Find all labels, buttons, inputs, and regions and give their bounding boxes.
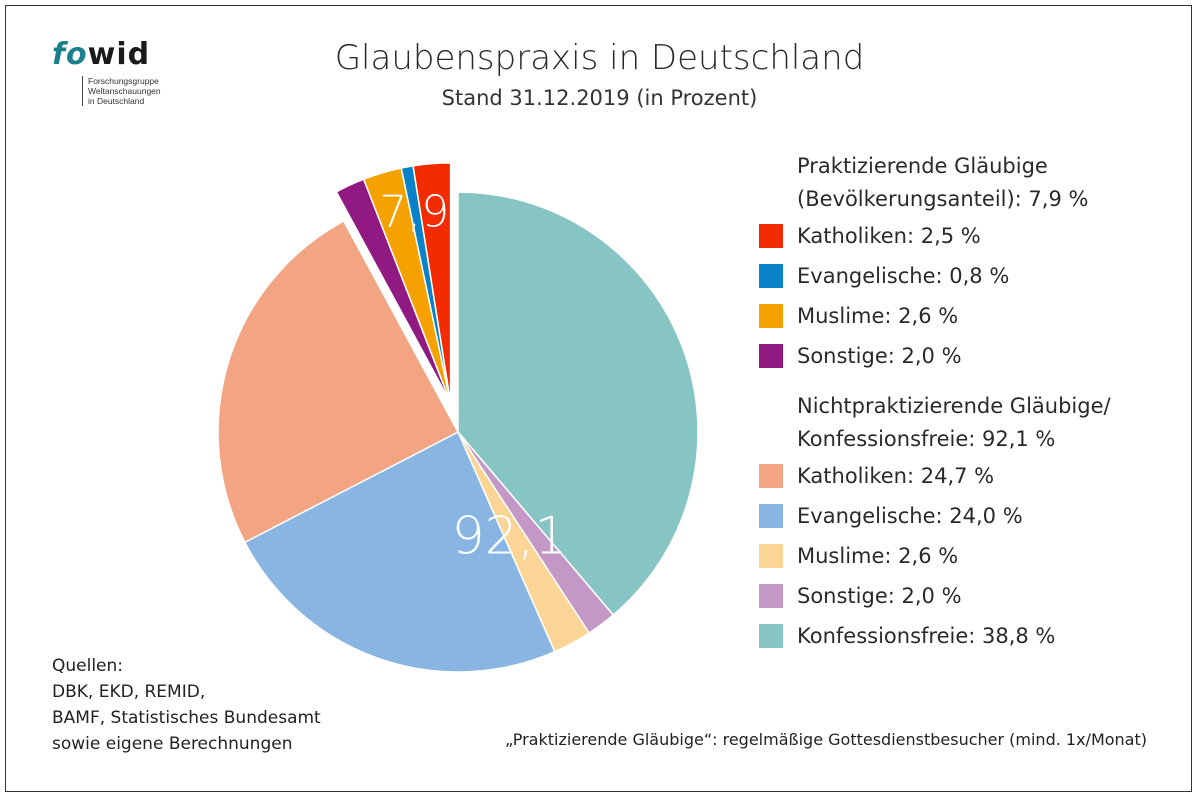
legend-group-title: Nichtpraktizierende Gläubige/ [797, 394, 1111, 418]
legend-label: Muslime: 2,6 % [797, 304, 959, 328]
sources-line: DBK, EKD, REMID, [52, 682, 206, 702]
legend-group-title: Konfessionsfreie: 92,1 % [797, 427, 1056, 451]
legend-swatch [759, 504, 783, 528]
legend-item: Evangelische: 24,0 % [759, 496, 1111, 536]
logo-divider [82, 76, 83, 106]
logo-wordmark: fowid [52, 40, 150, 70]
footnote: „Praktizierende Gläubige“: regelmäßige G… [505, 730, 1147, 749]
pie-group-label-nichtpraktizierend: 92,1 [452, 507, 568, 567]
legend-swatch [759, 344, 783, 368]
chart-frame [5, 5, 1192, 792]
legend: Praktizierende Gläubige (Bevölkerungsante… [759, 150, 1111, 656]
legend-item: Evangelische: 0,8 % [759, 256, 1111, 296]
pie-group-label-praktizierend: 7,9 [379, 187, 449, 238]
legend-swatch [759, 544, 783, 568]
logo-fo: fo [52, 37, 88, 72]
logo-wid: wid [87, 37, 151, 72]
pie-slice-praktizierend-katholiken [412, 162, 452, 404]
logo-subtitle-line: in Deutschland [88, 96, 145, 106]
logo-subtitle: Forschungsgruppe Weltanschauungen in Deu… [88, 76, 161, 106]
legend-item: Sonstige: 2,0 % [759, 336, 1111, 376]
legend-item: Sonstige: 2,0 % [759, 576, 1111, 616]
legend-swatch [759, 464, 783, 488]
sources-line: BAMF, Statistisches Bundesamt [52, 708, 321, 728]
sources-line: Quellen: [52, 656, 124, 676]
legend-item: Katholiken: 2,5 % [759, 216, 1111, 256]
legend-gap [797, 376, 1111, 390]
legend-label: Evangelische: 24,0 % [797, 504, 1023, 528]
legend-label: Katholiken: 24,7 % [797, 464, 995, 488]
legend-group-title: (Bevölkerungsanteil): 7,9 % [797, 187, 1089, 211]
legend-swatch [759, 264, 783, 288]
legend-label: Sonstige: 2,0 % [797, 344, 962, 368]
legend-label: Muslime: 2,6 % [797, 544, 959, 568]
chart-subtitle: Stand 31.12.2019 (in Prozent) [441, 86, 758, 110]
logo-subtitle-line: Weltanschauungen [88, 86, 161, 96]
chart-title: Glaubenspraxis in Deutschland [334, 38, 865, 78]
legend-swatch [759, 224, 783, 248]
legend-item: Katholiken: 24,7 % [759, 456, 1111, 496]
fowid-logo: fowid Forschungsgruppe Weltanschauungen … [52, 40, 161, 106]
logo-subtitle-line: Forschungsgruppe [88, 76, 159, 86]
legend-group-title: Praktizierende Gläubige [797, 154, 1048, 178]
legend-item: Muslime: 2,6 % [759, 536, 1111, 576]
sources-line: sowie eigene Berechnungen [52, 734, 293, 754]
legend-swatch [759, 304, 783, 328]
legend-label: Konfessionsfreie: 38,8 % [797, 624, 1056, 648]
pie-slice-nichtpraktizierend-evangelische [243, 430, 556, 673]
pie-slice-nichtpraktizierend-katholiken [217, 219, 460, 544]
legend-label: Katholiken: 2,5 % [797, 224, 981, 248]
legend-swatch [759, 584, 783, 608]
legend-item: Muslime: 2,6 % [759, 296, 1111, 336]
legend-label: Evangelische: 0,8 % [797, 264, 1010, 288]
sources-note: Quellen: DBK, EKD, REMID, BAMF, Statisti… [52, 653, 321, 757]
legend-label: Sonstige: 2,0 % [797, 584, 962, 608]
pie-slice-nichtpraktizierend-konfessionsfreie [457, 191, 699, 617]
legend-swatch [759, 624, 783, 648]
legend-item: Konfessionsfreie: 38,8 % [759, 616, 1111, 656]
